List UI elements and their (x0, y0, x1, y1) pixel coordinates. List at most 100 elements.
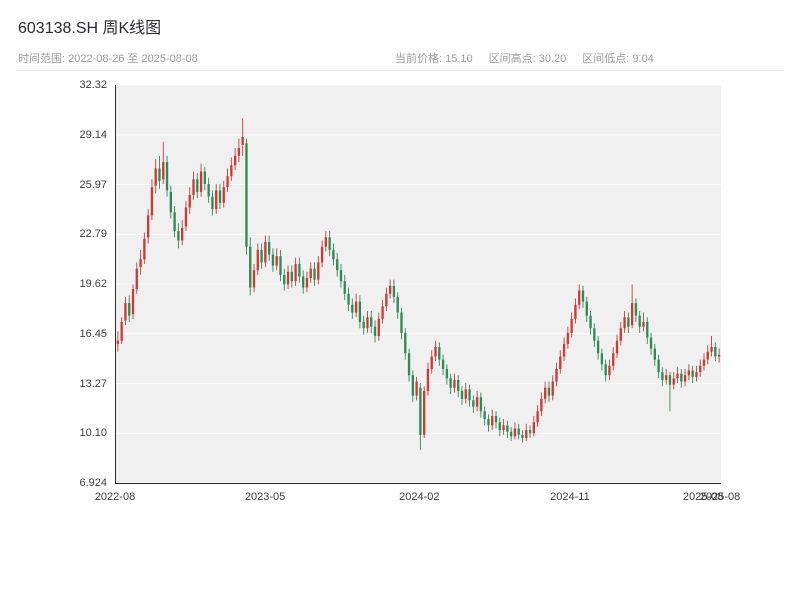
candle-body (249, 246, 252, 288)
candle-body (600, 353, 604, 365)
y-tick-label: 19.62 (79, 278, 107, 291)
candle-body (332, 249, 335, 260)
candle-body (468, 389, 471, 401)
candle-body (294, 263, 297, 282)
candle-body (124, 303, 127, 321)
candle-body (676, 373, 679, 379)
candle-body (464, 389, 467, 399)
candle-body (226, 176, 229, 188)
candle-body (146, 215, 150, 238)
candle-body (381, 306, 384, 319)
candle-body (566, 332, 570, 344)
x-tick-label: 2023-05 (244, 491, 286, 503)
candle-body (574, 304, 577, 319)
candle-body (487, 419, 490, 426)
candle-body (305, 278, 309, 288)
candle-body (339, 270, 343, 282)
candle-body (630, 303, 634, 326)
candle-body (275, 256, 278, 266)
plot-area (115, 85, 721, 484)
candle-body (449, 378, 452, 388)
candle-body (502, 425, 505, 431)
candle-body (279, 256, 282, 275)
candle-body (328, 237, 331, 250)
y-tick-label: 6.924 (79, 477, 107, 489)
candle-body (165, 162, 169, 191)
candle-body (373, 326, 377, 337)
candle-body (143, 238, 146, 260)
candle-body (623, 317, 626, 329)
candle-body (453, 379, 456, 388)
candle-body (578, 290, 581, 305)
candle-body (252, 270, 256, 288)
candle-body (714, 347, 717, 357)
candle-body (215, 190, 218, 210)
y-tick-label: 10.10 (79, 427, 107, 440)
candle-body (615, 340, 619, 354)
y-tick-label: 16.45 (79, 327, 107, 340)
candle-body (267, 242, 271, 255)
candle-body (400, 312, 403, 333)
candle-body (245, 143, 248, 247)
candle-body (415, 381, 418, 396)
candle-body (683, 375, 687, 382)
candle-body (717, 354, 721, 357)
candle-body (313, 268, 316, 280)
candle-body (385, 293, 388, 307)
candle-body (131, 289, 135, 315)
candle-body (377, 318, 380, 337)
candle-body (619, 328, 622, 341)
candle-body (177, 231, 180, 241)
candle-body (562, 343, 566, 357)
current-price-label: 当前价格: 15.10 (395, 53, 473, 65)
candle-body (506, 425, 509, 432)
candle-body (128, 303, 131, 316)
candle-body (169, 191, 173, 213)
candle-body (657, 359, 660, 373)
candle-body (460, 390, 464, 399)
candle-body (320, 246, 324, 263)
candle-body (543, 387, 547, 399)
candle-body (347, 293, 350, 305)
candle-body (233, 155, 237, 166)
candle-body (525, 430, 528, 438)
candle-body (192, 179, 195, 196)
candle-body (498, 422, 501, 431)
y-tick-label: 32.32 (79, 79, 107, 91)
candle-body (680, 373, 683, 382)
candle-body (426, 368, 430, 391)
candle-body (653, 348, 657, 360)
candle-body (608, 365, 611, 376)
candle-body (604, 364, 607, 376)
candle-body (184, 207, 188, 227)
x-tick-label: 2025-08 (699, 491, 741, 503)
candle-body (540, 398, 543, 412)
candle-body (317, 262, 320, 280)
candle-body (661, 372, 664, 380)
candle-body (203, 171, 207, 185)
page-title: 603138.SH 周K线图 (18, 20, 162, 37)
candle-body (547, 387, 551, 396)
candle-body (479, 397, 483, 412)
candle-body (706, 351, 709, 360)
candle-body (699, 365, 702, 373)
candle-body (555, 368, 558, 382)
candle-body (324, 237, 328, 247)
candle-body (362, 321, 365, 329)
time-range-label: 时间范围: 2022-08-26 至 2025-08-08 (18, 53, 198, 65)
candle-body (585, 301, 588, 316)
candle-body (528, 430, 532, 434)
candle-body (286, 271, 290, 285)
candle-body (180, 227, 184, 241)
y-tick-label: 29.14 (79, 128, 107, 141)
x-tick-label: 2024-11 (550, 491, 590, 503)
candle-body (649, 337, 653, 349)
candle-body (702, 359, 706, 366)
candle-body (162, 162, 165, 180)
x-tick-label: 2025-08 (682, 491, 724, 503)
candle-body (343, 281, 346, 294)
candle-body (139, 259, 142, 268)
candle-body (570, 318, 573, 333)
candle-body (483, 411, 486, 420)
